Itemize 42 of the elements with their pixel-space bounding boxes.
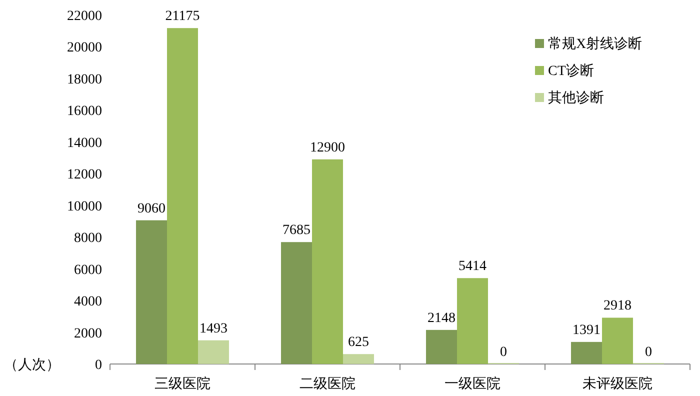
bar	[457, 278, 488, 364]
y-tick-label: 0	[95, 358, 102, 373]
y-tick-label: 12000	[67, 168, 102, 183]
x-tick-label: 一级医院	[444, 376, 500, 392]
data-label: 2918	[604, 298, 632, 314]
data-label: 0	[500, 345, 507, 360]
bar	[167, 28, 198, 364]
legend-label: CT诊断	[548, 63, 594, 79]
x-tick-label: 三级医院	[154, 376, 210, 392]
bar	[312, 159, 343, 364]
x-tick-label: 未评级医院	[582, 376, 652, 392]
x-tick-label: 二级医院	[300, 376, 356, 392]
bar	[343, 354, 374, 364]
bar	[198, 340, 229, 364]
y-tick-label: 22000	[67, 9, 102, 24]
y-tick-label: 20000	[67, 40, 102, 56]
data-label: 1391	[572, 322, 600, 338]
y-tick-label: 18000	[67, 72, 102, 88]
data-label: 1493	[200, 321, 228, 336]
data-label: 7685	[282, 223, 310, 238]
y-tick-label: 6000	[74, 262, 102, 278]
data-label: 9060	[138, 201, 166, 216]
bar	[602, 318, 633, 364]
y-tick-label: 2000	[74, 326, 102, 342]
y-tick-label: 8000	[74, 231, 102, 246]
data-label: 21175	[165, 9, 200, 24]
legend-label: 常规X射线诊断	[548, 36, 642, 52]
data-label: 12900	[310, 140, 345, 156]
bar	[281, 242, 312, 364]
y-axis-title: （人次）	[4, 357, 60, 373]
data-label: 0	[645, 345, 652, 360]
y-tick-label: 14000	[67, 136, 102, 151]
y-tick-label: 4000	[74, 294, 102, 310]
data-label: 2148	[428, 310, 456, 326]
bar	[426, 330, 457, 364]
data-label: 625	[348, 335, 369, 350]
bar	[571, 342, 602, 364]
legend-label: 其他诊断	[548, 90, 604, 106]
data-label: 5414	[458, 259, 486, 274]
y-tick-label: 16000	[67, 104, 102, 120]
bar	[136, 220, 167, 364]
y-tick-label: 10000	[67, 199, 102, 214]
